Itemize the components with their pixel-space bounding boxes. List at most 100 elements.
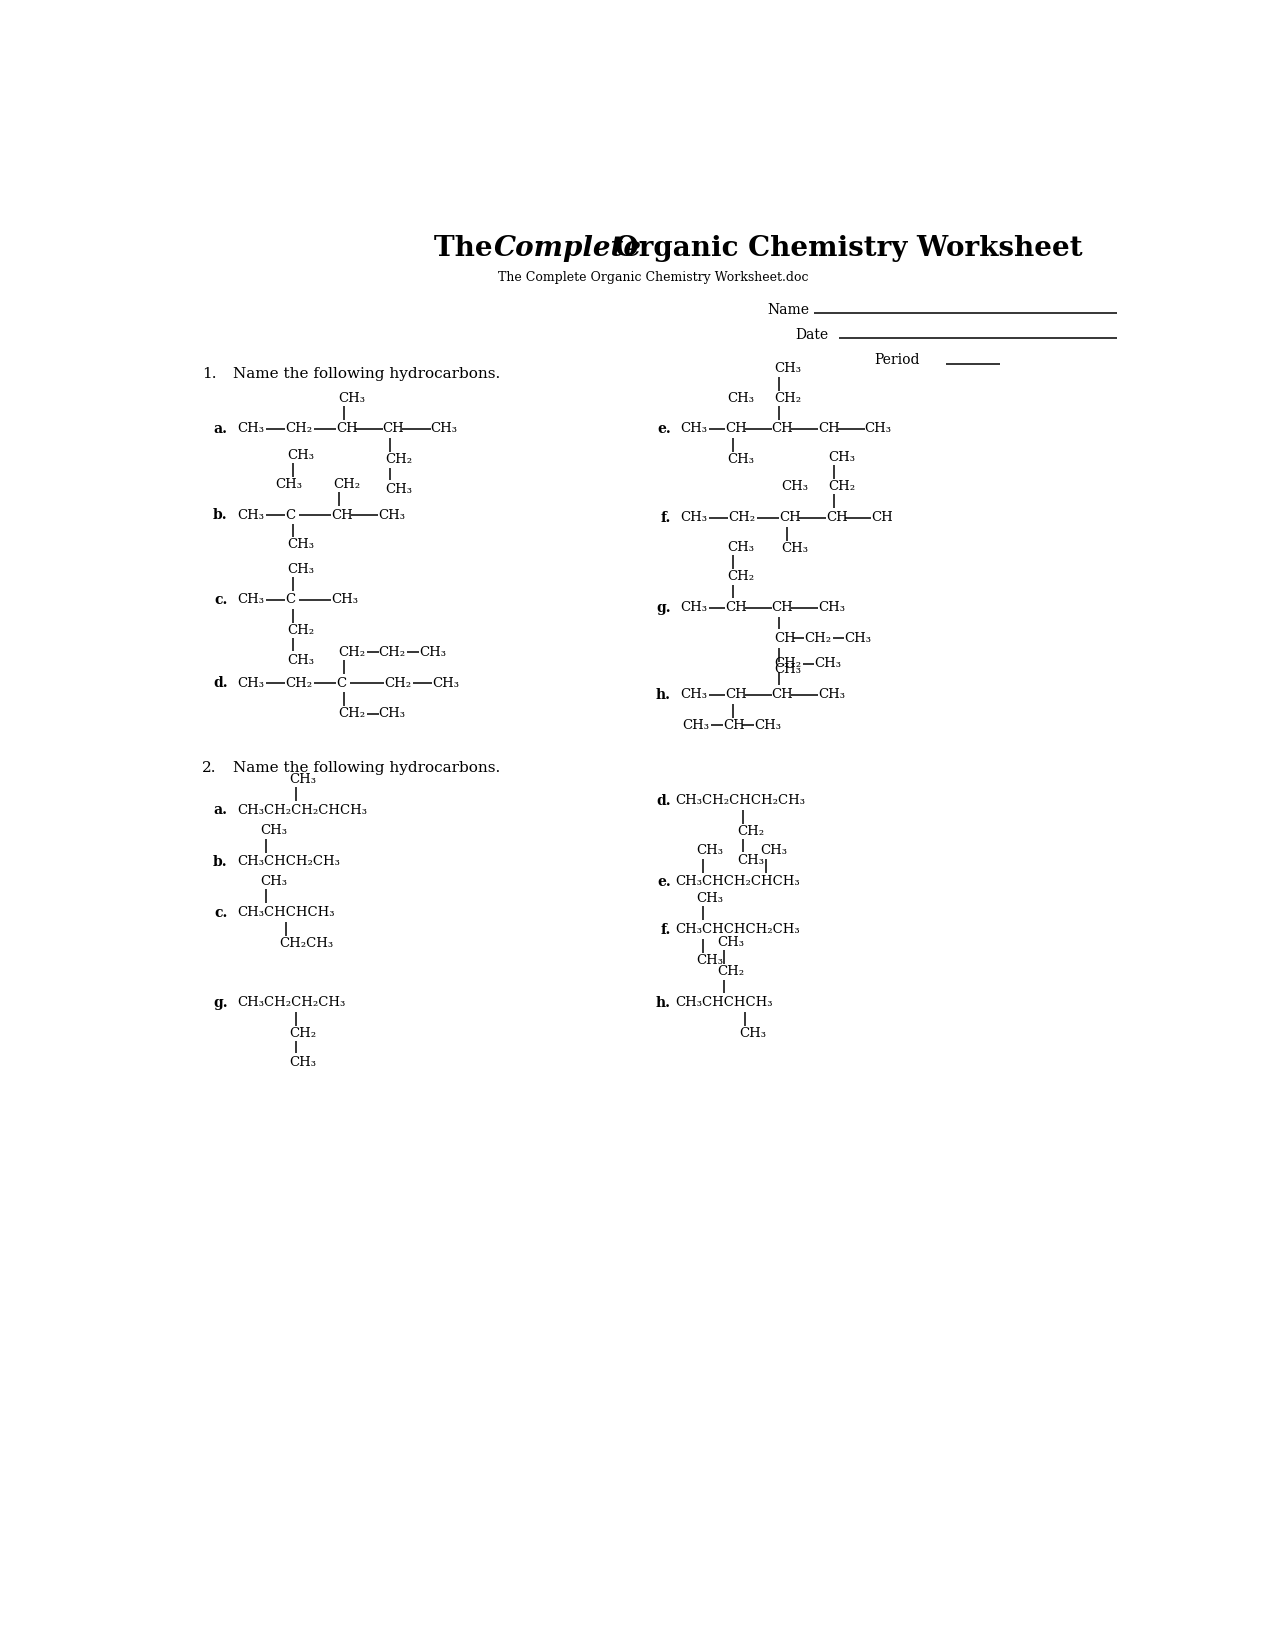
Text: Period: Period bbox=[875, 353, 921, 368]
Text: CH₂: CH₂ bbox=[284, 676, 312, 690]
Text: The: The bbox=[435, 234, 502, 262]
Text: C: C bbox=[284, 508, 295, 521]
Text: CH₂CH₃: CH₂CH₃ bbox=[279, 937, 334, 950]
Text: CH₃CH₂CHCH₂CH₃: CH₃CH₂CHCH₂CH₃ bbox=[674, 794, 805, 807]
Text: CH₂: CH₂ bbox=[287, 624, 315, 637]
Text: CH₃: CH₃ bbox=[682, 719, 709, 733]
Text: d.: d. bbox=[657, 794, 671, 808]
Text: CH₃: CH₃ bbox=[740, 1026, 766, 1040]
Text: CH: CH bbox=[723, 719, 745, 733]
Text: CH₃: CH₃ bbox=[385, 482, 412, 495]
Text: CH: CH bbox=[337, 422, 358, 436]
Text: f.: f. bbox=[660, 510, 671, 525]
Text: C: C bbox=[337, 676, 347, 690]
Text: CH₃CH₂CH₂CH₃: CH₃CH₂CH₂CH₃ bbox=[237, 997, 346, 1010]
Text: c.: c. bbox=[214, 906, 227, 919]
Text: CH₃: CH₃ bbox=[815, 657, 842, 670]
Text: CH₃: CH₃ bbox=[782, 480, 808, 493]
Text: CH: CH bbox=[771, 422, 793, 436]
Text: The Complete Organic Chemistry Worksheet.doc: The Complete Organic Chemistry Worksheet… bbox=[499, 271, 808, 284]
Text: CH₃: CH₃ bbox=[260, 825, 287, 838]
Text: CH₃: CH₃ bbox=[287, 449, 314, 462]
Text: CH₂: CH₂ bbox=[334, 478, 361, 492]
Text: CH₃: CH₃ bbox=[782, 541, 808, 554]
Text: CH₂: CH₂ bbox=[284, 422, 312, 436]
Text: CH₃: CH₃ bbox=[237, 508, 264, 521]
Text: CH: CH bbox=[826, 512, 848, 525]
Text: Complete: Complete bbox=[495, 234, 643, 262]
Text: CH₃: CH₃ bbox=[287, 538, 314, 551]
Text: Name the following hydrocarbons.: Name the following hydrocarbons. bbox=[233, 761, 500, 776]
Text: CH₃CHCH₂CH₃: CH₃CHCH₂CH₃ bbox=[237, 855, 339, 868]
Text: 1.: 1. bbox=[201, 366, 217, 381]
Text: f.: f. bbox=[660, 922, 671, 937]
Text: CH₂: CH₂ bbox=[737, 825, 764, 838]
Text: h.: h. bbox=[655, 688, 671, 701]
Text: g.: g. bbox=[213, 995, 227, 1010]
Text: CH₃: CH₃ bbox=[844, 632, 872, 645]
Text: CH: CH bbox=[725, 688, 747, 701]
Text: CH₃: CH₃ bbox=[431, 422, 458, 436]
Text: CH₂: CH₂ bbox=[338, 708, 366, 721]
Text: CH₃: CH₃ bbox=[774, 663, 801, 676]
Text: CH₃: CH₃ bbox=[819, 688, 845, 701]
Text: CH₃: CH₃ bbox=[332, 594, 358, 607]
Text: CH₂: CH₂ bbox=[829, 480, 856, 493]
Text: CH₃: CH₃ bbox=[728, 541, 755, 554]
Text: CH₃CHCHCH₂CH₃: CH₃CHCHCH₂CH₃ bbox=[674, 922, 799, 936]
Text: CH: CH bbox=[771, 688, 793, 701]
Text: CH₂: CH₂ bbox=[338, 645, 366, 658]
Text: CH₃: CH₃ bbox=[696, 954, 723, 967]
Text: Date: Date bbox=[794, 328, 827, 342]
Text: Name the following hydrocarbons.: Name the following hydrocarbons. bbox=[233, 366, 500, 381]
Text: Name: Name bbox=[768, 302, 810, 317]
Text: CH₃: CH₃ bbox=[379, 708, 405, 721]
Text: a.: a. bbox=[214, 804, 227, 817]
Text: CH₃: CH₃ bbox=[260, 874, 287, 888]
Text: CH₃: CH₃ bbox=[754, 719, 780, 733]
Text: d.: d. bbox=[213, 676, 227, 690]
Text: CH₂: CH₂ bbox=[728, 512, 755, 525]
Text: CH₃: CH₃ bbox=[275, 478, 302, 492]
Text: CH₃CHCHCH₃: CH₃CHCHCH₃ bbox=[674, 997, 773, 1010]
Text: CH₂: CH₂ bbox=[718, 965, 745, 978]
Text: CH: CH bbox=[725, 422, 747, 436]
Text: b.: b. bbox=[213, 855, 227, 870]
Text: CH₃: CH₃ bbox=[696, 893, 723, 906]
Text: CH₃: CH₃ bbox=[338, 391, 366, 404]
Text: CH₂: CH₂ bbox=[379, 645, 405, 658]
Text: CH₃: CH₃ bbox=[237, 676, 264, 690]
Text: CH: CH bbox=[725, 601, 747, 614]
Text: CH₃: CH₃ bbox=[680, 422, 708, 436]
Text: CH: CH bbox=[382, 422, 404, 436]
Text: CH₂: CH₂ bbox=[289, 1026, 316, 1040]
Text: CH₃: CH₃ bbox=[680, 688, 708, 701]
Text: CH₂: CH₂ bbox=[728, 571, 755, 584]
Text: CH₃CHCHCH₃: CH₃CHCHCH₃ bbox=[237, 906, 334, 919]
Text: CH₂: CH₂ bbox=[384, 676, 412, 690]
Text: CH₃: CH₃ bbox=[774, 363, 801, 376]
Text: CH₂: CH₂ bbox=[805, 632, 831, 645]
Text: CH₃: CH₃ bbox=[829, 450, 856, 464]
Text: CH₃: CH₃ bbox=[696, 845, 723, 858]
Text: b.: b. bbox=[213, 508, 227, 523]
Text: CH₃CHCH₂CHCH₃: CH₃CHCH₂CHCH₃ bbox=[674, 874, 799, 888]
Text: CH₃: CH₃ bbox=[728, 454, 755, 467]
Text: e.: e. bbox=[657, 874, 671, 889]
Text: CH₂: CH₂ bbox=[774, 391, 801, 404]
Text: CH₃: CH₃ bbox=[377, 508, 405, 521]
Text: CH: CH bbox=[871, 512, 892, 525]
Text: CH₃: CH₃ bbox=[718, 936, 745, 949]
Text: CH₃: CH₃ bbox=[237, 422, 264, 436]
Text: a.: a. bbox=[214, 422, 227, 436]
Text: CH: CH bbox=[774, 632, 796, 645]
Text: CH₃: CH₃ bbox=[419, 645, 446, 658]
Text: CH₃: CH₃ bbox=[737, 855, 764, 868]
Text: h.: h. bbox=[655, 995, 671, 1010]
Text: CH₃CH₂CH₂CHCH₃: CH₃CH₂CH₂CHCH₃ bbox=[237, 804, 367, 817]
Text: CH₃: CH₃ bbox=[287, 563, 314, 576]
Text: CH₃: CH₃ bbox=[237, 594, 264, 607]
Text: CH₃: CH₃ bbox=[287, 653, 314, 667]
Text: CH₃: CH₃ bbox=[289, 772, 316, 785]
Text: C: C bbox=[284, 594, 295, 607]
